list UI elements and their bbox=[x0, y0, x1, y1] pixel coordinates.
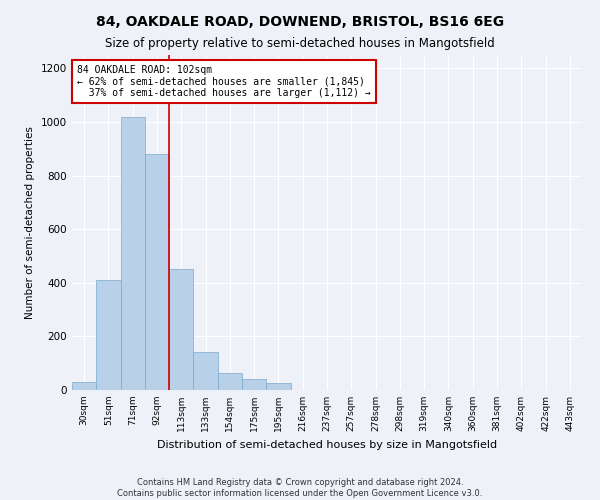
Bar bbox=[72, 382, 96, 390]
Text: Size of property relative to semi-detached houses in Mangotsfield: Size of property relative to semi-detach… bbox=[105, 38, 495, 51]
Bar bbox=[193, 352, 218, 390]
Y-axis label: Number of semi-detached properties: Number of semi-detached properties bbox=[25, 126, 35, 319]
Bar bbox=[121, 116, 145, 390]
Bar bbox=[218, 372, 242, 390]
Text: 84 OAKDALE ROAD: 102sqm
← 62% of semi-detached houses are smaller (1,845)
  37% : 84 OAKDALE ROAD: 102sqm ← 62% of semi-de… bbox=[77, 65, 371, 98]
Bar bbox=[169, 270, 193, 390]
Bar bbox=[266, 384, 290, 390]
Text: Contains HM Land Registry data © Crown copyright and database right 2024.
Contai: Contains HM Land Registry data © Crown c… bbox=[118, 478, 482, 498]
Text: 84, OAKDALE ROAD, DOWNEND, BRISTOL, BS16 6EG: 84, OAKDALE ROAD, DOWNEND, BRISTOL, BS16… bbox=[96, 15, 504, 29]
Bar bbox=[145, 154, 169, 390]
X-axis label: Distribution of semi-detached houses by size in Mangotsfield: Distribution of semi-detached houses by … bbox=[157, 440, 497, 450]
Bar bbox=[242, 380, 266, 390]
Bar bbox=[96, 280, 121, 390]
